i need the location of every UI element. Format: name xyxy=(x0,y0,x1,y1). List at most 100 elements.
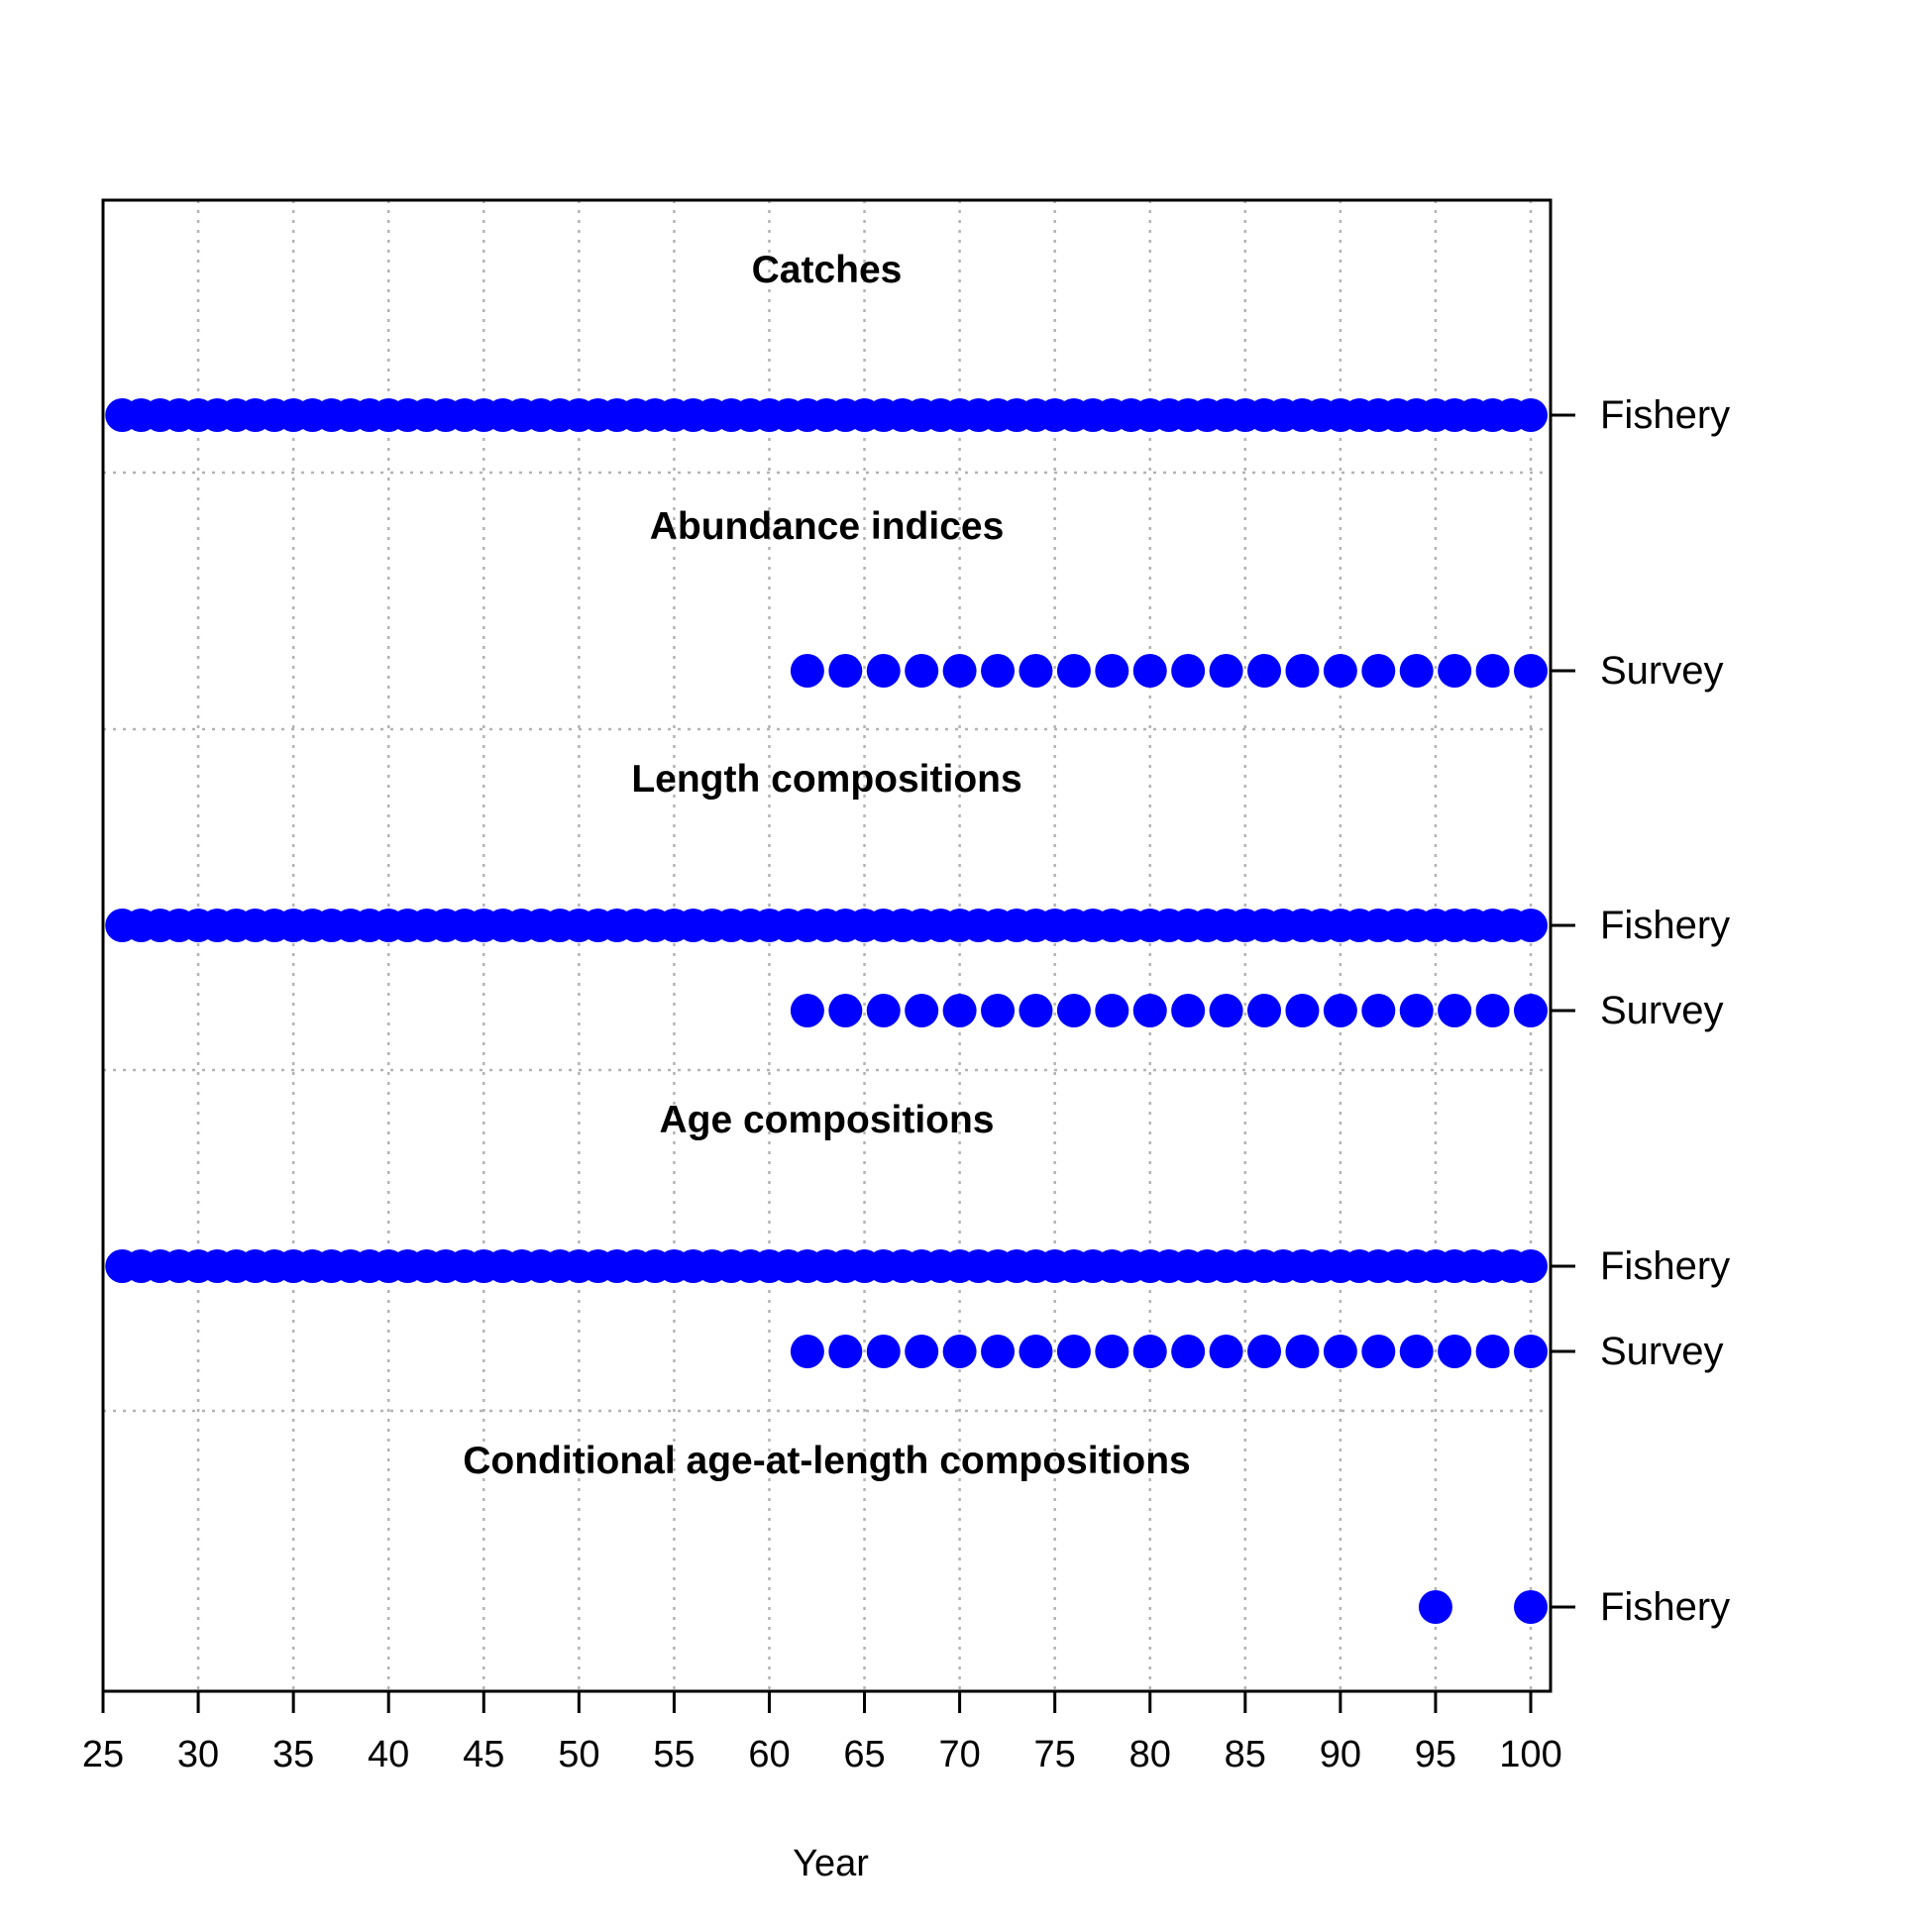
data-point xyxy=(1438,1335,1472,1368)
data-point xyxy=(1285,654,1320,688)
data-point xyxy=(1095,994,1129,1027)
data-point xyxy=(1399,994,1434,1027)
row-label: Fishery xyxy=(1600,904,1730,947)
data-point xyxy=(1019,654,1053,688)
data-point xyxy=(1323,994,1357,1027)
data-point xyxy=(866,994,901,1027)
data-point xyxy=(1514,1249,1548,1283)
x-tick-label: 95 xyxy=(1415,1734,1456,1775)
data-point xyxy=(1514,994,1548,1027)
data-point xyxy=(1514,1335,1548,1368)
x-tick-label: 55 xyxy=(653,1734,695,1775)
data-point xyxy=(1399,654,1434,688)
x-tick-label: 45 xyxy=(463,1734,504,1775)
data-point xyxy=(1361,654,1396,688)
section-title: Catches xyxy=(752,249,903,291)
data-point xyxy=(1132,654,1167,688)
data-point xyxy=(1361,994,1396,1027)
data-point xyxy=(981,1335,1016,1368)
data-point xyxy=(981,654,1016,688)
x-tick-label: 100 xyxy=(1499,1734,1561,1775)
data-point xyxy=(942,994,977,1027)
section-title: Length compositions xyxy=(631,758,1021,801)
data-point xyxy=(981,994,1016,1027)
grid-layer xyxy=(101,200,1533,1691)
data-point xyxy=(1095,1335,1129,1368)
data-point xyxy=(905,1335,939,1368)
data-point xyxy=(1247,994,1282,1027)
data-point xyxy=(1514,1590,1548,1624)
data-point xyxy=(1438,654,1472,688)
data-point xyxy=(1056,994,1091,1027)
data-point xyxy=(790,994,824,1027)
x-tick-label: 85 xyxy=(1225,1734,1266,1775)
data-point xyxy=(1019,994,1053,1027)
data-point xyxy=(1361,1335,1396,1368)
x-tick-label: 35 xyxy=(272,1734,314,1775)
section-title: Age compositions xyxy=(659,1099,994,1141)
x-tick-label: 40 xyxy=(368,1734,409,1775)
row-label: Survey xyxy=(1600,649,1724,693)
data-point xyxy=(905,994,939,1027)
data-point xyxy=(828,1335,863,1368)
row-label: Fishery xyxy=(1600,1585,1730,1629)
x-tick-label: 80 xyxy=(1129,1734,1171,1775)
data-point xyxy=(1056,654,1091,688)
data-point xyxy=(1285,1335,1320,1368)
data-point xyxy=(828,994,863,1027)
row-label: Survey xyxy=(1600,989,1724,1032)
data-point xyxy=(1323,654,1357,688)
data-point xyxy=(1514,909,1548,942)
data-point xyxy=(1475,994,1510,1027)
data-point xyxy=(905,654,939,688)
data-point xyxy=(1209,994,1243,1027)
row-label: Fishery xyxy=(1600,393,1730,437)
data-points xyxy=(105,398,1548,1624)
data-point xyxy=(1132,1335,1167,1368)
x-tick-label: 70 xyxy=(938,1734,980,1775)
data-point xyxy=(942,1335,977,1368)
x-tick-label: 75 xyxy=(1034,1734,1076,1775)
data-point xyxy=(1247,1335,1282,1368)
data-point xyxy=(828,654,863,688)
x-tick-label: 90 xyxy=(1320,1734,1361,1775)
x-tick-label: 65 xyxy=(843,1734,885,1775)
data-point xyxy=(1475,654,1510,688)
x-tick-label: 50 xyxy=(558,1734,599,1775)
data-point xyxy=(1095,654,1129,688)
data-point xyxy=(1056,1335,1091,1368)
data-point xyxy=(1323,1335,1357,1368)
x-tick-label: 25 xyxy=(82,1734,124,1775)
data-point xyxy=(1399,1335,1434,1368)
data-point xyxy=(1247,654,1282,688)
x-tick-label: 60 xyxy=(748,1734,790,1775)
row-label: Fishery xyxy=(1600,1244,1730,1288)
data-point xyxy=(1132,994,1167,1027)
section-title: Abundance indices xyxy=(650,505,1005,548)
x-tick-label: 30 xyxy=(177,1734,219,1775)
data-point xyxy=(1171,1335,1206,1368)
data-point xyxy=(1285,994,1320,1027)
right-axis: Fishery Survey Fishery Survey Fishery Survey F… xyxy=(1551,393,1730,1629)
data-point xyxy=(1171,994,1206,1027)
data-point xyxy=(1514,398,1548,432)
data-point xyxy=(866,654,901,688)
data-point xyxy=(790,1335,824,1368)
data-point xyxy=(942,654,977,688)
x-axis: 25 30 35 40 45 50 55 60 65 70 75 80 85 90 95 100 xyxy=(82,1691,1562,1775)
data-point xyxy=(790,654,824,688)
plot-frame xyxy=(101,198,1553,1693)
data-point xyxy=(1209,654,1243,688)
section-separators xyxy=(103,471,1551,1413)
x-axis-title: Year xyxy=(793,1843,869,1884)
row-label: Survey xyxy=(1600,1330,1724,1373)
data-point xyxy=(1475,1335,1510,1368)
data-point xyxy=(866,1335,901,1368)
data-point xyxy=(1418,1590,1452,1624)
data-point xyxy=(1514,654,1548,688)
section-labels: Catches Abundance indices Length compositi… xyxy=(463,249,1191,1482)
section-title: Conditional age-at-length compositions xyxy=(463,1440,1191,1482)
data-point xyxy=(1209,1335,1243,1368)
data-point xyxy=(1438,994,1472,1027)
